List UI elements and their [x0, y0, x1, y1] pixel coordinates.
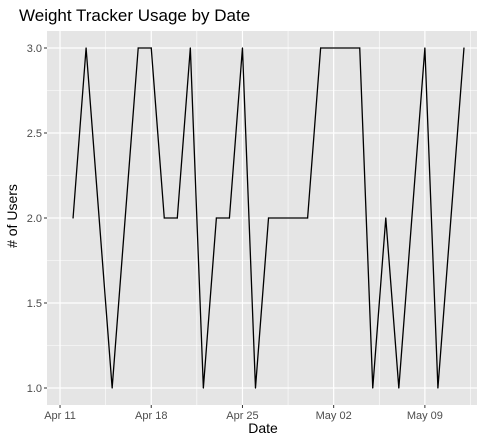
x-axis-title: Date	[248, 420, 278, 436]
data-point	[424, 47, 426, 49]
data-point	[307, 217, 309, 219]
data-point	[111, 387, 113, 389]
data-point	[215, 217, 217, 219]
y-tick-label: 2.5	[27, 128, 42, 140]
data-point	[189, 47, 191, 49]
y-axis-title: # of Users	[4, 184, 20, 248]
data-point	[202, 387, 204, 389]
data-point	[137, 47, 139, 49]
data-point	[85, 47, 87, 49]
x-tick-label: Apr 18	[135, 410, 167, 422]
y-tick-label: 3.0	[27, 43, 42, 55]
x-tick-label: May 09	[407, 410, 443, 422]
series-layer	[72, 47, 465, 389]
data-point	[359, 47, 361, 49]
data-point	[437, 387, 439, 389]
data-point	[72, 217, 74, 219]
data-point	[176, 217, 178, 219]
data-point	[372, 387, 374, 389]
x-tick-label: May 02	[316, 410, 352, 422]
data-point	[150, 47, 152, 49]
data-point	[228, 217, 231, 219]
y-tick-label: 1.5	[27, 298, 42, 310]
y-axis: 1.0 1.5 2.0 2.5 3.0	[27, 43, 47, 395]
data-point	[267, 217, 270, 219]
data-point	[320, 47, 322, 49]
x-axis: Apr 11 Apr 18 Apr 25 May 02 May 09	[44, 405, 443, 422]
chart-title: Weight Tracker Usage by Date	[19, 6, 250, 25]
data-point	[463, 47, 465, 49]
data-point	[163, 217, 165, 219]
x-tick-label: Apr 25	[226, 410, 258, 422]
data-point	[398, 387, 400, 389]
y-tick-label: 2.0	[27, 213, 42, 225]
x-tick-label: Apr 11	[44, 410, 76, 422]
data-point	[254, 387, 257, 389]
data-point	[241, 47, 244, 49]
data-point	[385, 217, 387, 219]
y-tick-label: 1.0	[27, 383, 42, 395]
